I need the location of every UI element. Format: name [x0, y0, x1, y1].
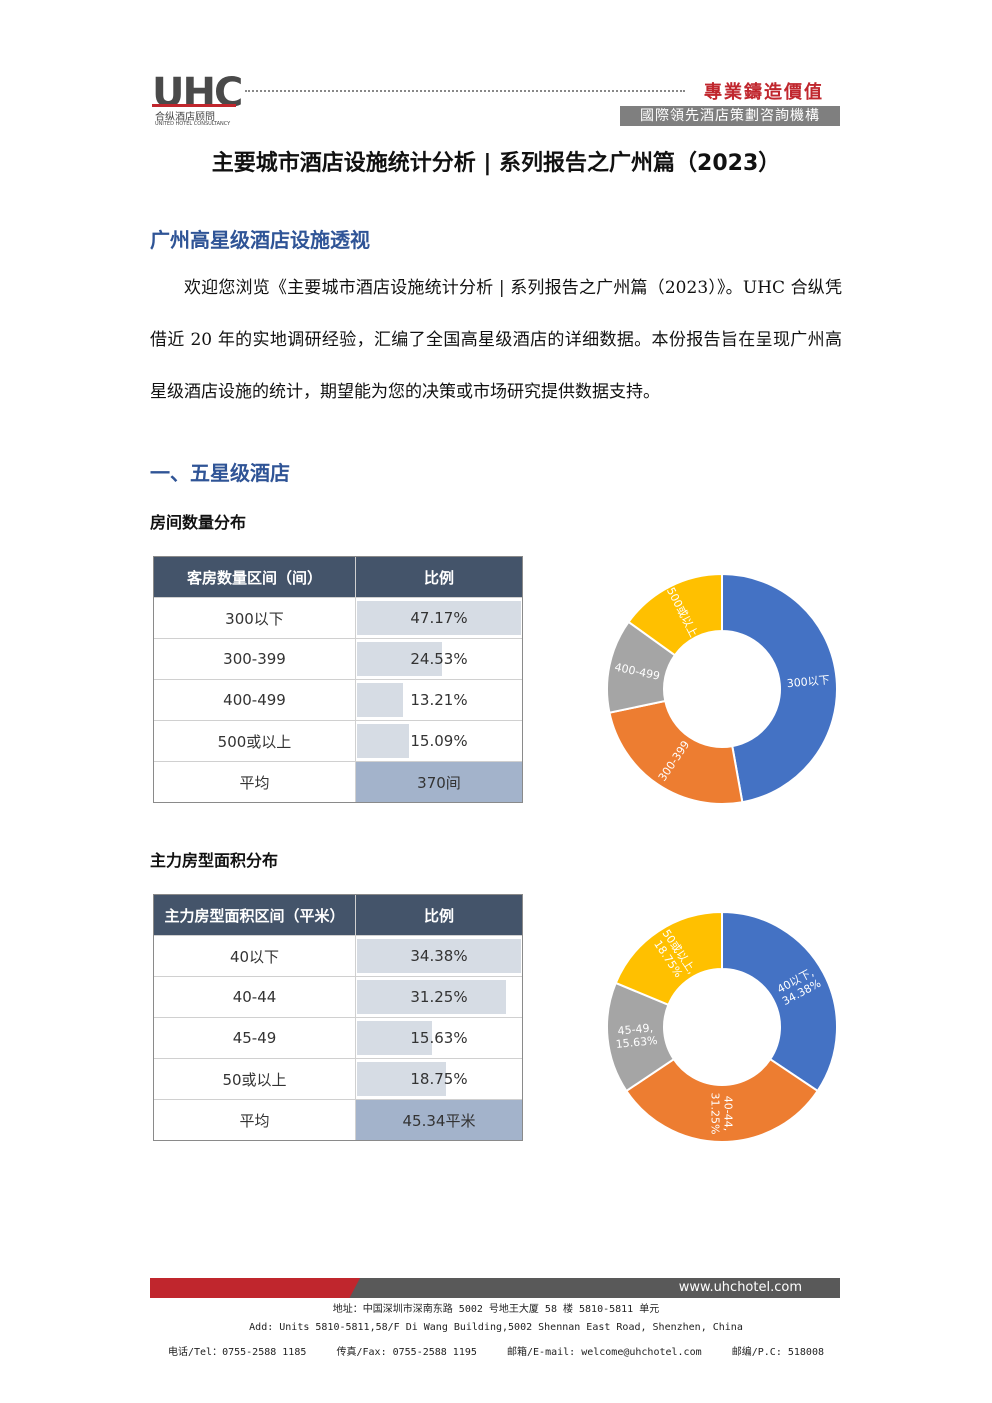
data-bar [357, 601, 521, 635]
share-label: 18.75% [410, 1070, 468, 1088]
table-heading: 房间数量分布 [150, 513, 247, 532]
row: 40以下 34.38% [154, 935, 522, 976]
column-header: 比例 [356, 895, 522, 935]
row: 500或以上 15.09% [154, 720, 522, 761]
slogan: 專業鑄造價值 [704, 82, 824, 103]
column-header: 主力房型面积区间（平米） [154, 895, 356, 935]
contacts: 电话/Tel：0755-2588 1185 传真/Fax: 0755-2588 … [0, 1343, 992, 1358]
column-header: 客房数量区间（间） [154, 557, 356, 597]
share-label: 31.25% [410, 988, 468, 1006]
share-cell: 24.53% [356, 639, 522, 679]
logo-en: UNITED HOTEL CONSULTANCY [155, 121, 231, 127]
donut-slice [721, 572, 838, 804]
data-bar [357, 683, 403, 717]
share-cell: 47.17% [356, 598, 522, 638]
slice-label-text: 31.25% [709, 1093, 722, 1135]
column-header: 比例 [356, 557, 522, 597]
header-row: 客房数量区间（间） 比例 [154, 557, 522, 597]
data-bar [357, 939, 521, 973]
donut-slice [627, 572, 723, 657]
section-heading: 广州高星级酒店设施透视 [150, 228, 370, 252]
range-label: 300以下 [154, 598, 356, 638]
range-label: 45-49 [154, 1018, 356, 1058]
share-cell: 34.38% [356, 936, 522, 976]
share-label: 15.63% [410, 1029, 468, 1047]
title: 主要城市酒店设施统计分析 | 系列报告之广州篇（2023） [211, 151, 781, 176]
average-row: 平均 370间 [154, 761, 522, 802]
slice-label-text: 15.63% [615, 1034, 658, 1051]
row: 40-44 31.25% [154, 976, 522, 1017]
data-bar [357, 724, 410, 758]
slice-label-text: 45-49, [617, 1021, 654, 1037]
row: 45-49 15.63% [154, 1017, 522, 1058]
slice-label: 45-49,15.63% [615, 1021, 658, 1051]
email: 邮箱/E-mail: welcome@uhchotel.com [507, 1347, 702, 1358]
intro: 欢迎您浏览《主要城市酒店设施统计分析 | 系列报告之广州篇（2023）》。UHC… [150, 278, 842, 402]
footer-bar: www.uhchotel.com [0, 1278, 992, 1298]
average-value: 370间 [356, 762, 522, 802]
address-en: Add: Units 5810-5811,58/F Di Wang Buildi… [249, 1322, 743, 1333]
logo-rule [152, 104, 236, 107]
slice-label-text: 300以下 [786, 673, 830, 690]
share-cell: 18.75% [356, 1059, 522, 1099]
share-cell: 15.09% [356, 721, 522, 761]
range-label: 400-499 [154, 680, 356, 720]
average-label: 平均 [154, 762, 356, 802]
fax: 传真/Fax: 0755-2588 1195 [336, 1347, 477, 1358]
row: 300以下 47.17% [154, 597, 522, 638]
table: 客房数量区间（间） 比例 300以下 47.17% 300-399 24.53% 400-4… [153, 556, 523, 803]
row: 50或以上 18.75% [154, 1058, 522, 1099]
donut-slice [614, 910, 723, 1007]
slice-label: 40-44,31.25% [709, 1093, 735, 1135]
donut-chart: 40以下,34.38%40-44,31.25%45-49,15.63%50或以上… [606, 910, 838, 1143]
table: 主力房型面积区间（平米） 比例 40以下 34.38% 40-44 31.25% 45-49… [153, 894, 523, 1141]
range-label: 40-44 [154, 977, 356, 1017]
row: 400-499 13.21% [154, 679, 522, 720]
data-bar [357, 642, 443, 676]
share-label: 47.17% [410, 609, 468, 627]
logo-cn: 合纵酒店顾問 [155, 112, 215, 123]
tagline: 國際領先酒店策劃咨詢機構 [620, 106, 840, 126]
average-label: 平均 [154, 1100, 356, 1140]
share-cell: 13.21% [356, 680, 522, 720]
dotted-rule [245, 90, 685, 92]
data-bar [357, 1062, 447, 1096]
share-label: 24.53% [410, 650, 468, 668]
share-cell: 31.25% [356, 977, 522, 1017]
share-cell: 15.63% [356, 1018, 522, 1058]
share-label: 15.09% [410, 732, 468, 750]
address-cn: 地址：中国深圳市深南东路 5002 号地王大厦 58 楼 5810-5811 单… [332, 1304, 660, 1315]
slice-label: 300以下 [786, 673, 830, 690]
donut-slice [624, 1057, 820, 1143]
data-bar [357, 980, 507, 1014]
data-bar [357, 1021, 432, 1055]
tel: 电话/Tel：0755-2588 1185 [168, 1347, 307, 1358]
share-label: 34.38% [410, 947, 468, 965]
range-label: 50或以上 [154, 1059, 356, 1099]
table-heading: 主力房型面积分布 [150, 851, 279, 870]
header-row: 主力房型面积区间（平米） 比例 [154, 895, 522, 935]
footer-url: www.uhchotel.com [678, 1280, 802, 1295]
average-row: 平均 45.34平米 [154, 1099, 522, 1140]
average-value: 45.34平米 [356, 1100, 522, 1140]
range-label: 500或以上 [154, 721, 356, 761]
donut-slice [608, 699, 744, 805]
range-label: 300-399 [154, 639, 356, 679]
row: 300-399 24.53% [154, 638, 522, 679]
part-heading: 一、五星级酒店 [150, 461, 290, 485]
range-label: 40以下 [154, 936, 356, 976]
postcode: 邮编/P.C: 518008 [731, 1347, 824, 1358]
share-label: 13.21% [410, 691, 468, 709]
slice-label-text: 40-44, [722, 1096, 735, 1131]
logo: UHC [152, 70, 243, 116]
donut-slice [721, 910, 838, 1093]
